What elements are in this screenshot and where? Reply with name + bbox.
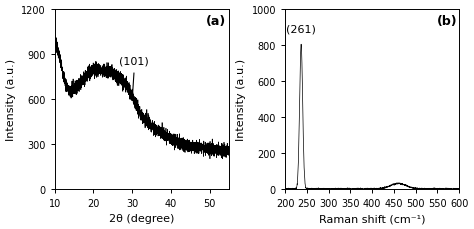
- X-axis label: 2θ (degree): 2θ (degree): [109, 213, 174, 224]
- X-axis label: Raman shift (cm⁻¹): Raman shift (cm⁻¹): [319, 213, 425, 224]
- Text: (a): (a): [206, 15, 227, 28]
- Y-axis label: Intensity (a.u.): Intensity (a.u.): [6, 58, 16, 140]
- Text: (261): (261): [286, 25, 316, 35]
- Y-axis label: Intensity (a.u.): Intensity (a.u.): [236, 58, 246, 140]
- Text: (b): (b): [437, 15, 457, 28]
- Text: (101): (101): [119, 56, 149, 66]
